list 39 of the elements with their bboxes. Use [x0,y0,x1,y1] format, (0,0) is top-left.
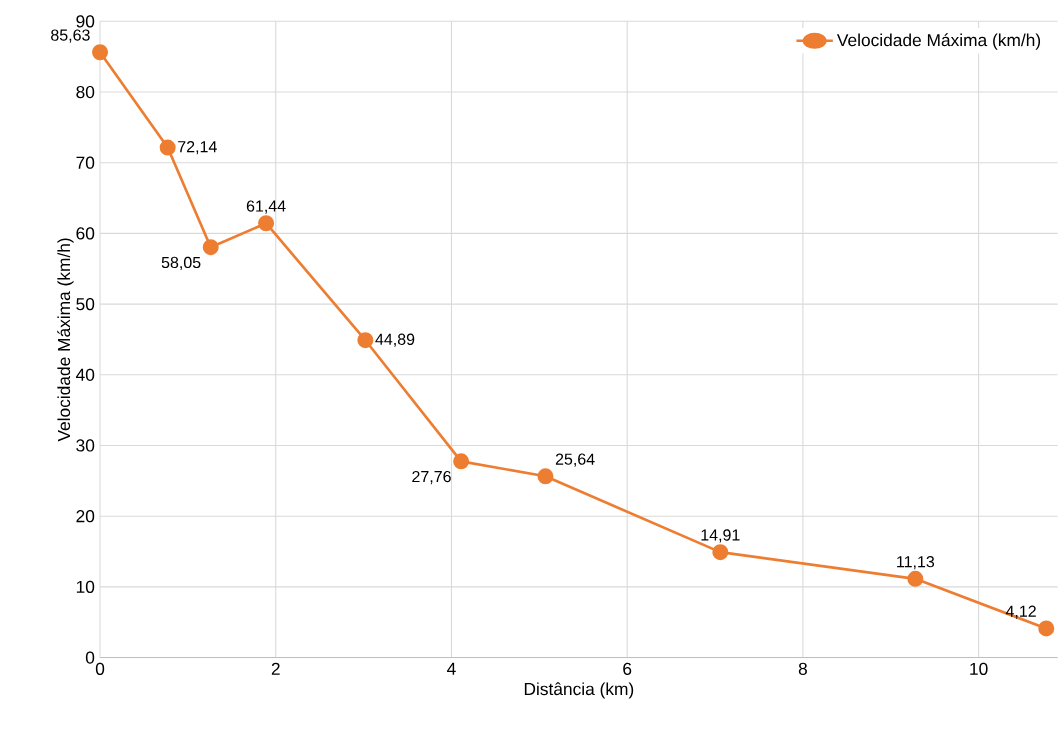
x-tick-label: 2 [271,662,280,675]
y-tick-label: 50 [76,298,95,311]
data-label: 27,76 [412,470,451,485]
point [537,468,554,485]
y-tick-label: 90 [76,15,95,28]
data-label: 44,89 [375,333,415,347]
y-axis-title: Velocidade Máxima (km/h) [57,238,74,442]
x-axis-title: Distância (km) [524,682,634,699]
y-tick-label: 40 [75,368,95,381]
y-tick-label: 80 [76,85,95,99]
point [202,239,219,256]
point [1038,620,1055,637]
point [159,139,176,156]
legend-label: Velocidade Máxima (km/h) [836,33,1041,50]
x-tick-label: 6 [623,662,632,676]
point [907,570,924,587]
y-tick-label: 70 [76,156,95,169]
data-label: 11,13 [897,556,935,570]
y-tick-label: 60 [76,227,95,240]
y-tick-label: 20 [76,510,95,523]
x-tick-label: 0 [95,662,105,676]
point [453,453,470,470]
y-tick-label: 30 [76,439,95,452]
x-tick-label: 4 [447,662,456,675]
point [92,44,109,61]
data-label: 4,12 [1005,605,1036,619]
data-label: 25,64 [555,453,595,467]
data-label: 58,05 [161,256,201,271]
x-tick-label: 8 [798,662,807,676]
y-tick-label: 10 [76,580,95,594]
point [357,332,374,349]
point [712,544,729,561]
data-label: 72,14 [178,141,217,155]
point [258,215,275,232]
data-label: 61,44 [246,200,286,214]
data-label: 14,91 [701,529,740,543]
y-tick-label: 0 [85,651,95,664]
x-tick-label: 10 [970,662,988,676]
data-label: 85,63 [51,29,90,43]
